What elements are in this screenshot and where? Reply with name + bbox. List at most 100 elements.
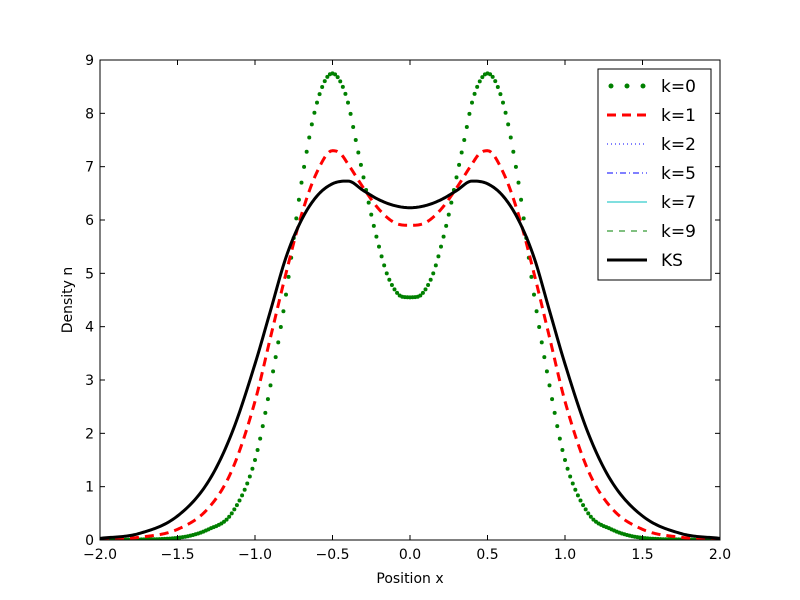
data-point xyxy=(428,277,433,282)
data-point xyxy=(232,507,237,512)
data-point xyxy=(296,197,301,202)
y-tick-label: 3 xyxy=(85,373,94,389)
data-point xyxy=(253,458,257,462)
data-point xyxy=(276,340,281,345)
y-axis-label: Density n xyxy=(60,267,76,334)
data-point xyxy=(312,110,317,115)
data-point xyxy=(382,263,387,268)
data-point xyxy=(588,514,593,519)
legend-entry: k=0 xyxy=(608,77,696,97)
legend-label: k=5 xyxy=(661,164,696,184)
data-point xyxy=(348,111,353,116)
data-point xyxy=(343,91,348,96)
data-point xyxy=(271,369,276,374)
data-point xyxy=(472,91,477,96)
y-tick-label: 5 xyxy=(85,266,94,282)
data-point xyxy=(229,511,234,516)
data-point xyxy=(389,283,394,288)
legend: k=0 k=1 k=2 k=5 k=7 k=9 KS xyxy=(597,68,712,281)
data-point xyxy=(286,274,291,279)
x-tick-label: 0.5 xyxy=(476,547,498,563)
data-point xyxy=(573,487,578,492)
legend-label: KS xyxy=(661,251,683,271)
data-point xyxy=(433,263,438,268)
data-point xyxy=(418,293,423,298)
data-point xyxy=(420,290,425,295)
legend-label: k=0 xyxy=(661,77,696,97)
data-point xyxy=(317,92,322,97)
data-point xyxy=(315,100,319,105)
data-point xyxy=(245,481,250,486)
data-point xyxy=(519,197,524,202)
data-point xyxy=(366,200,371,205)
legend-label: k=2 xyxy=(661,135,696,155)
data-point xyxy=(532,292,536,297)
data-point xyxy=(265,397,270,402)
legend-label: k=9 xyxy=(661,222,696,242)
data-point xyxy=(534,309,539,314)
data-point xyxy=(250,466,255,471)
data-point xyxy=(477,79,482,84)
data-point xyxy=(284,292,288,297)
data-point xyxy=(431,271,436,276)
data-point xyxy=(304,149,309,154)
data-point xyxy=(498,92,503,97)
data-point xyxy=(320,84,325,89)
data-point xyxy=(374,234,379,239)
x-tick-label: 2.0 xyxy=(709,547,731,563)
data-point xyxy=(586,511,591,516)
data-point xyxy=(227,514,232,519)
data-point xyxy=(503,110,508,115)
data-point xyxy=(237,498,242,503)
data-point xyxy=(578,498,583,503)
data-point xyxy=(444,223,449,228)
data-point xyxy=(495,84,500,89)
data-point xyxy=(446,212,451,217)
data-point xyxy=(273,355,278,360)
data-point xyxy=(309,122,314,127)
data-point xyxy=(537,325,542,330)
legend-entry: k=7 xyxy=(607,193,696,213)
data-point xyxy=(568,474,573,479)
data-point xyxy=(384,271,389,276)
data-point xyxy=(467,111,472,116)
data-point xyxy=(379,254,384,259)
data-point xyxy=(358,162,363,167)
data-point xyxy=(377,244,381,249)
data-point xyxy=(436,254,441,259)
data-point xyxy=(281,309,286,314)
data-point xyxy=(565,466,570,471)
data-point xyxy=(542,355,547,360)
data-point xyxy=(302,164,307,169)
data-point xyxy=(338,79,343,84)
data-point xyxy=(513,164,518,169)
data-point xyxy=(529,274,534,279)
legend-marker xyxy=(624,83,630,89)
x-tick-label: 1.0 xyxy=(554,547,576,563)
data-point xyxy=(258,436,263,441)
data-point xyxy=(547,383,552,388)
x-tick-label: −1.5 xyxy=(161,547,195,563)
data-point xyxy=(439,244,443,249)
data-point xyxy=(475,84,480,89)
y-tick-label: 6 xyxy=(85,213,94,229)
data-point xyxy=(395,290,400,295)
data-point xyxy=(563,458,567,462)
data-point xyxy=(340,84,345,89)
x-axis-label: Position x xyxy=(376,571,443,587)
data-point xyxy=(294,216,299,221)
data-point xyxy=(459,150,464,155)
data-point xyxy=(240,493,245,498)
ticks-layer: −2.0 −1.5 −1.0 −0.5 0.0 0.5 1.0 1.5 2.0 0 1 2 3 4 5 6 7 8… xyxy=(83,53,731,563)
data-point xyxy=(488,72,493,77)
data-point xyxy=(552,410,557,415)
data-point xyxy=(335,75,340,80)
data-point xyxy=(333,72,338,77)
data-point xyxy=(278,325,283,330)
data-point xyxy=(423,287,428,292)
legend-entry: KS xyxy=(607,251,683,271)
x-tick-label: −2.0 xyxy=(83,547,117,563)
data-point xyxy=(557,436,562,441)
series-line-ks xyxy=(100,179,720,540)
data-point xyxy=(490,74,495,79)
